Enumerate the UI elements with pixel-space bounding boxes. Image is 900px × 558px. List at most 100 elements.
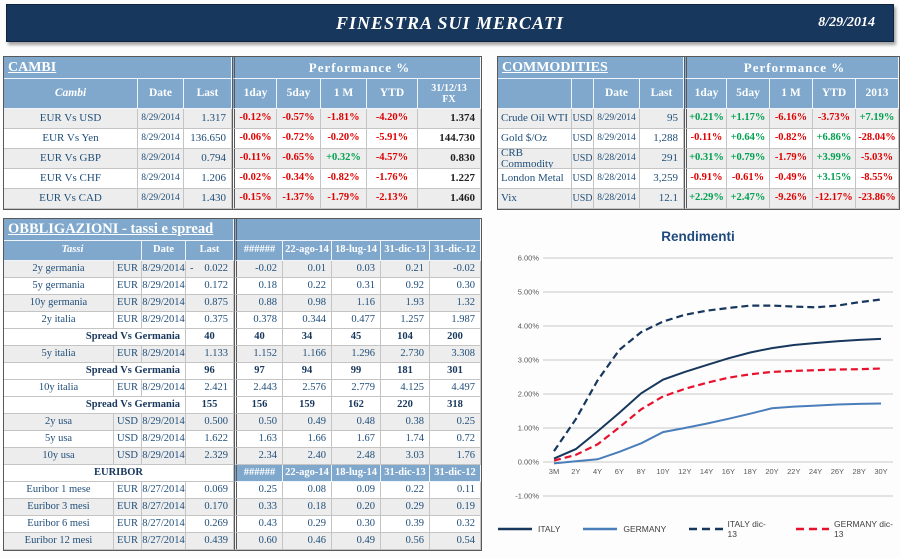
commodities-col-ccy xyxy=(572,79,594,109)
history-value: 0.29 xyxy=(381,499,430,516)
cambi-col-5day: 5day xyxy=(277,79,321,109)
commodities-col-date: Date xyxy=(594,79,640,109)
perf-value: -2.13% xyxy=(367,189,418,209)
perf-value: +1.17% xyxy=(727,109,770,129)
row-date: 8/29/2014 xyxy=(594,109,640,129)
row-label: 2y italia xyxy=(4,312,114,329)
history-value: 0.31 xyxy=(332,278,381,295)
history-value: -0.02 xyxy=(430,261,481,278)
history-value: 2.48 xyxy=(332,448,381,465)
history-value: 1.16 xyxy=(332,295,381,312)
row-label: Euribor 6 mesi xyxy=(4,516,114,533)
perf-value: -0.65% xyxy=(277,149,321,169)
spread-value: 99 xyxy=(332,363,381,380)
row-last: 1.430 xyxy=(184,189,232,209)
fx-value: 1.374 xyxy=(418,109,481,129)
obbligazioni-title-spacer xyxy=(234,219,481,241)
row-label: 5y italia xyxy=(4,346,114,363)
row-label: 5y usa xyxy=(4,431,114,448)
y-tick-label: 1.00% xyxy=(518,424,540,433)
history-value: 2.443 xyxy=(234,380,283,397)
row-last: 1,288 xyxy=(640,129,684,149)
perf-value: -4.57% xyxy=(367,149,418,169)
row-date: 8/27/2014 xyxy=(142,482,186,499)
row-currency: EUR xyxy=(114,278,142,295)
history-value: 0.39 xyxy=(381,516,430,533)
history-value: 1.152 xyxy=(234,346,283,363)
history-value: 1.166 xyxy=(283,346,332,363)
row-last: 0.172 xyxy=(186,278,234,295)
history-value: 1.93 xyxy=(381,295,430,312)
y-tick-label: 3.00% xyxy=(518,356,540,365)
history-value: 1.987 xyxy=(430,312,481,329)
perf-value: -8.55% xyxy=(856,169,899,189)
history-value: 1.63 xyxy=(234,431,283,448)
row-date: 8/27/2014 xyxy=(142,499,186,516)
chart-title: Rendimenti xyxy=(661,229,735,244)
cambi-col-fx: 31/12/13 FX xyxy=(418,79,481,109)
perf-value: -0.34% xyxy=(277,169,321,189)
legend-line-sample xyxy=(689,527,723,531)
cambi-title: CAMBI xyxy=(4,57,232,79)
row-date: 8/29/2014 xyxy=(138,169,184,189)
legend-line-sample xyxy=(795,527,830,531)
perf-value: +7.19% xyxy=(856,109,899,129)
commodities-col-5day: 5day xyxy=(727,79,770,109)
history-value: 0.43 xyxy=(234,516,283,533)
cambi-col-last: Last xyxy=(184,79,232,109)
history-value: 0.20 xyxy=(332,499,381,516)
history-value: 0.49 xyxy=(283,414,332,431)
row-label: EUR Vs Yen xyxy=(4,129,138,149)
history-value: 0.32 xyxy=(430,516,481,533)
legend-item: GERMANY dic-13 xyxy=(795,519,899,539)
spread-value: 40 xyxy=(234,329,283,346)
x-tick-label: 24Y xyxy=(809,467,822,476)
series-line-italy xyxy=(553,337,882,460)
spread-value: 96 xyxy=(186,363,234,380)
spread-value: 301 xyxy=(430,363,481,380)
row-date: 8/28/2014 xyxy=(594,189,640,209)
cambi-col-cambi: Cambi xyxy=(4,79,138,109)
row-currency: USD xyxy=(572,149,594,169)
perf-value: -0.12% xyxy=(232,109,277,129)
history-value: 2.576 xyxy=(283,380,332,397)
spread-value: 156 xyxy=(234,397,283,414)
fx-value: 1.460 xyxy=(418,189,481,209)
row-label: EUR Vs GBP xyxy=(4,149,138,169)
history-value: 0.01 xyxy=(283,261,332,278)
history-value: 4.125 xyxy=(381,380,430,397)
x-tick-label: 22Y xyxy=(787,467,800,476)
row-last: -0.022 xyxy=(186,261,234,278)
legend-line-sample xyxy=(498,527,532,531)
perf-value: +0.79% xyxy=(727,149,770,169)
spread-value: 94 xyxy=(283,363,332,380)
spread-value: 318 xyxy=(430,397,481,414)
row-last: 2.421 xyxy=(186,380,234,397)
legend-item: ITALY xyxy=(497,519,560,539)
row-currency: USD xyxy=(572,129,594,149)
perf-value: -1.81% xyxy=(321,109,367,129)
perf-value: -1.79% xyxy=(321,189,367,209)
report-title: FINESTRA SUI MERCATI xyxy=(335,12,565,33)
history-value: 0.18 xyxy=(283,499,332,516)
perf-value: -0.57% xyxy=(277,109,321,129)
commodities-col-2013: 2013 xyxy=(856,79,899,109)
perf-value: -0.11% xyxy=(232,149,277,169)
perf-value: +0.31% xyxy=(684,149,727,169)
x-tick-label: 26Y xyxy=(831,467,844,476)
y-tick-label: 6.00% xyxy=(518,254,540,263)
row-date: 8/29/2014 xyxy=(142,380,186,397)
row-last: 1.317 xyxy=(184,109,232,129)
fx-value: 0.830 xyxy=(418,149,481,169)
euribor-col-header: 18-lug-14 xyxy=(332,465,381,482)
row-currency: EUR xyxy=(114,261,142,278)
history-value: 0.92 xyxy=(381,278,430,295)
row-last: 0.170 xyxy=(186,499,234,516)
spread-value: 200 xyxy=(430,329,481,346)
row-label: 10y italia xyxy=(4,380,114,397)
row-date: 8/29/2014 xyxy=(142,278,186,295)
x-tick-label: 16Y xyxy=(722,467,735,476)
fx-value: 144.730 xyxy=(418,129,481,149)
fx-value: 1.227 xyxy=(418,169,481,189)
